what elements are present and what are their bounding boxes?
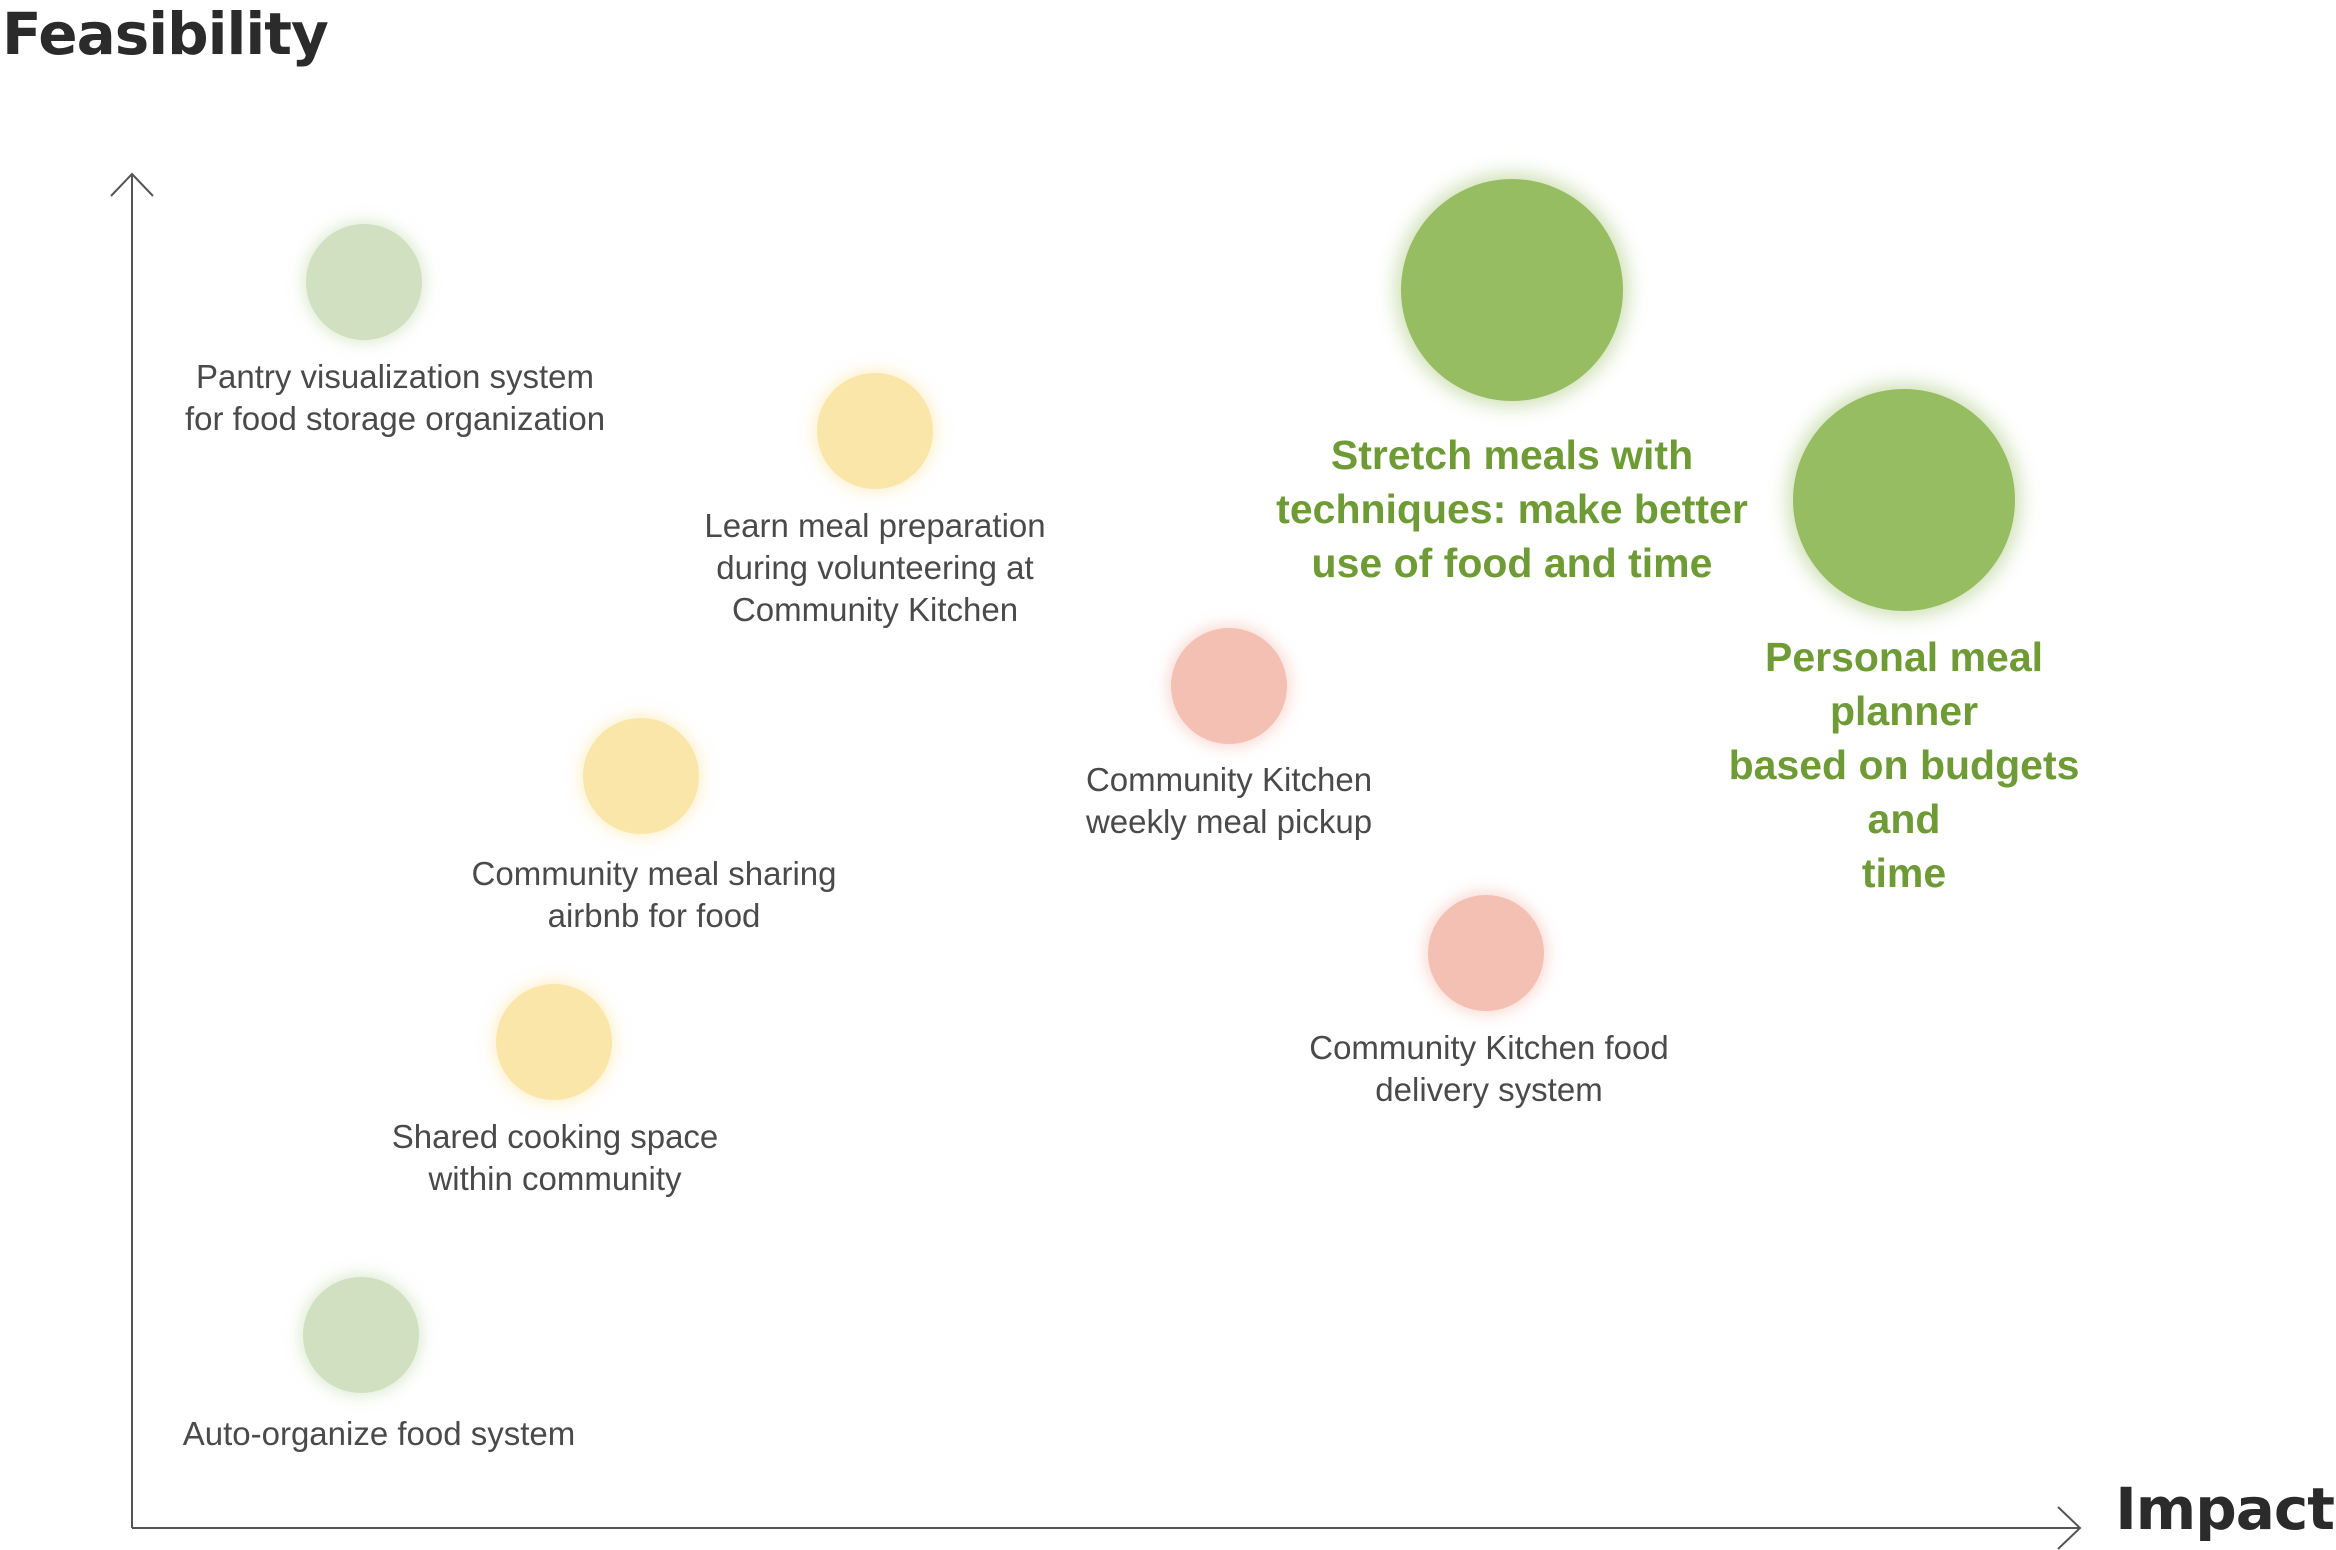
idea-label-community-meal-sharing: Community meal sharing airbnb for food	[471, 855, 837, 934]
idea-bubble-learn-meal-preparation	[817, 373, 933, 489]
idea-label-stretch-meals: Stretch meals with techniques: make bett…	[1276, 432, 1748, 586]
idea-bubble-weekly-meal-pickup	[1171, 628, 1287, 744]
y-axis-title: Feasibility	[2, 0, 329, 68]
y-axis-arrow-icon	[110, 172, 154, 197]
idea-label-learn-meal-preparation: Learn meal preparation during volunteeri…	[704, 507, 1046, 628]
x-axis-title: Impact	[2115, 1475, 2335, 1543]
idea-label-auto-organize: Auto-organize food system	[182, 1415, 576, 1452]
idea-bubble-auto-organize	[303, 1277, 419, 1393]
idea-label-pantry-visualization: Pantry visualization system for food sto…	[184, 358, 606, 437]
idea-label-shared-cooking-space: Shared cooking space within community	[391, 1118, 719, 1197]
idea-label-weekly-meal-pickup: Community Kitchen weekly meal pickup	[1085, 761, 1373, 840]
x-axis-arrow-icon	[2057, 1506, 2082, 1550]
idea-bubble-stretch-meals	[1401, 179, 1623, 401]
idea-label-food-delivery: Community Kitchen food delivery system	[1309, 1029, 1669, 1108]
idea-bubble-community-meal-sharing	[583, 718, 699, 834]
idea-bubble-shared-cooking-space	[496, 984, 612, 1100]
idea-bubble-pantry-visualization	[306, 224, 422, 340]
idea-bubble-personal-meal-planner	[1793, 389, 2015, 611]
idea-bubble-food-delivery	[1428, 895, 1544, 1011]
idea-label-personal-meal-planner: Personal meal planner based on budgets a…	[1728, 634, 2080, 896]
